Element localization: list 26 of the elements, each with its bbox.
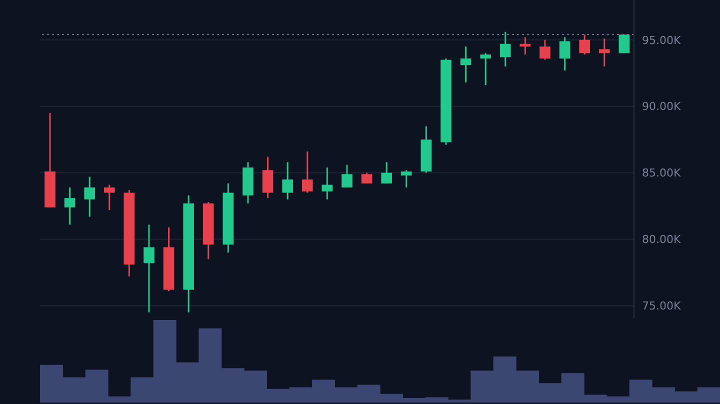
candlestick — [559, 36, 570, 72]
candlestick — [598, 38, 610, 68]
y-tick-label: 85.00K — [642, 166, 682, 180]
candlestick — [579, 34, 590, 56]
candlestick — [322, 166, 333, 200]
candlestick — [480, 52, 491, 86]
candlestick — [520, 36, 531, 56]
candlestick — [302, 150, 313, 194]
candlestick — [262, 156, 274, 199]
candlestick — [282, 161, 293, 200]
candlestick — [400, 169, 412, 188]
candlestick — [104, 184, 115, 211]
candlestick — [361, 172, 372, 184]
candlestick — [64, 186, 76, 226]
y-tick-label: 95.00K — [642, 34, 682, 47]
candlestick — [460, 46, 472, 84]
candlestick — [84, 176, 95, 218]
candlestick — [500, 31, 511, 68]
candlestick — [381, 161, 392, 184]
y-tick-label: 90.00K — [642, 100, 682, 114]
candlestick — [618, 34, 630, 54]
y-tick-label: 75.00K — [642, 300, 682, 313]
candlestick — [144, 224, 154, 314]
candlestick — [342, 164, 352, 188]
y-tick-label: 80.00K — [642, 233, 682, 246]
candlestick — [540, 39, 550, 61]
